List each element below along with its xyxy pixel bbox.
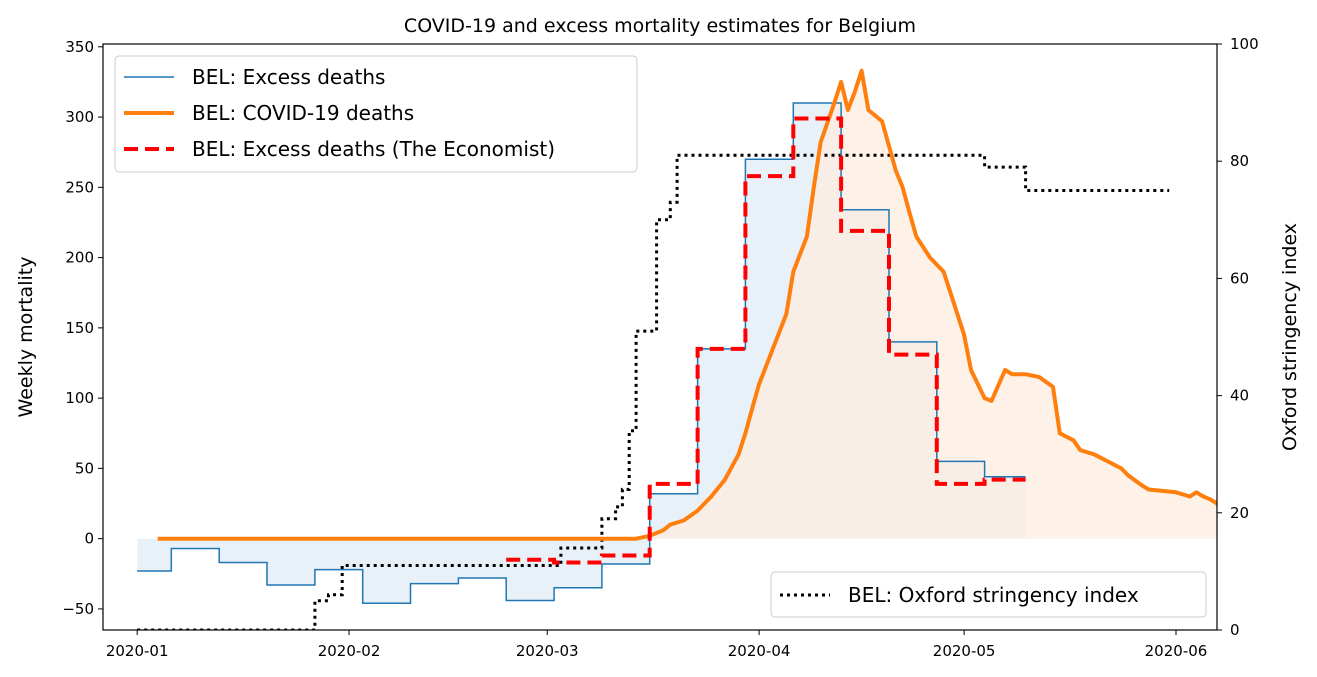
legend-upper-left: BEL: Excess deaths BEL: COVID-19 deaths … [114, 55, 638, 173]
y-tick-label: 50 [75, 459, 94, 477]
y2-tick-label: 20 [1230, 504, 1249, 522]
y-tick-label: 350 [65, 38, 94, 56]
chart-title: COVID-19 and excess mortality estimates … [404, 15, 916, 37]
legend-label-economist: BEL: Excess deaths (The Economist) [192, 137, 555, 161]
x-tick-label: 2020-01 [106, 642, 169, 660]
y2-tick-label: 0 [1230, 621, 1240, 639]
legend-lower-right: BEL: Oxford stringency index [770, 571, 1207, 618]
plot-frame [102, 43, 1218, 631]
y-tick-label: 300 [65, 108, 94, 126]
y2-tick-label: 80 [1230, 152, 1249, 170]
covid-deaths-line [157, 68, 1217, 541]
y-tick-label: 0 [84, 530, 94, 548]
y-tick-label: 100 [65, 389, 94, 407]
y2-tick-label: 100 [1230, 35, 1259, 53]
y-axis-left: −50 0 50 100 150 200 250 300 350 [62, 38, 103, 618]
x-axis: 2020-01 2020-02 2020-03 2020-04 2020-05 2020-… [106, 630, 1208, 660]
legend-label-oxford: BEL: Oxford stringency index [848, 583, 1139, 607]
legend-box-right [770, 571, 1207, 618]
oxford-stringency-line [137, 153, 1170, 630]
y-tick-label: 200 [65, 249, 94, 267]
legend-label-excess: BEL: Excess deaths [192, 65, 385, 89]
x-tick-label: 2020-02 [318, 642, 381, 660]
y-axis-right: 0 20 40 60 80 100 [1217, 35, 1259, 639]
economist-excess-line [506, 116, 1026, 565]
area-fills [137, 70, 1217, 604]
excess-deaths-line [137, 102, 1026, 605]
legend-label-covid: BEL: COVID-19 deaths [192, 101, 414, 125]
y2-tick-label: 40 [1230, 387, 1249, 405]
x-tick-label: 2020-04 [728, 642, 791, 660]
y2-axis-label: Oxford stringency index [1279, 223, 1301, 451]
y-tick-label: 150 [65, 319, 94, 337]
x-tick-label: 2020-03 [516, 642, 579, 660]
y2-tick-label: 60 [1230, 269, 1249, 287]
covid-deaths-area [157, 70, 1217, 539]
series-lines [137, 68, 1217, 630]
x-tick-label: 2020-06 [1145, 642, 1208, 660]
x-tick-label: 2020-05 [933, 642, 996, 660]
legend-box [114, 55, 638, 173]
y-tick-label: 250 [65, 178, 94, 196]
y-axis-label: Weekly mortality [15, 257, 37, 418]
y-tick-label: −50 [62, 600, 94, 618]
